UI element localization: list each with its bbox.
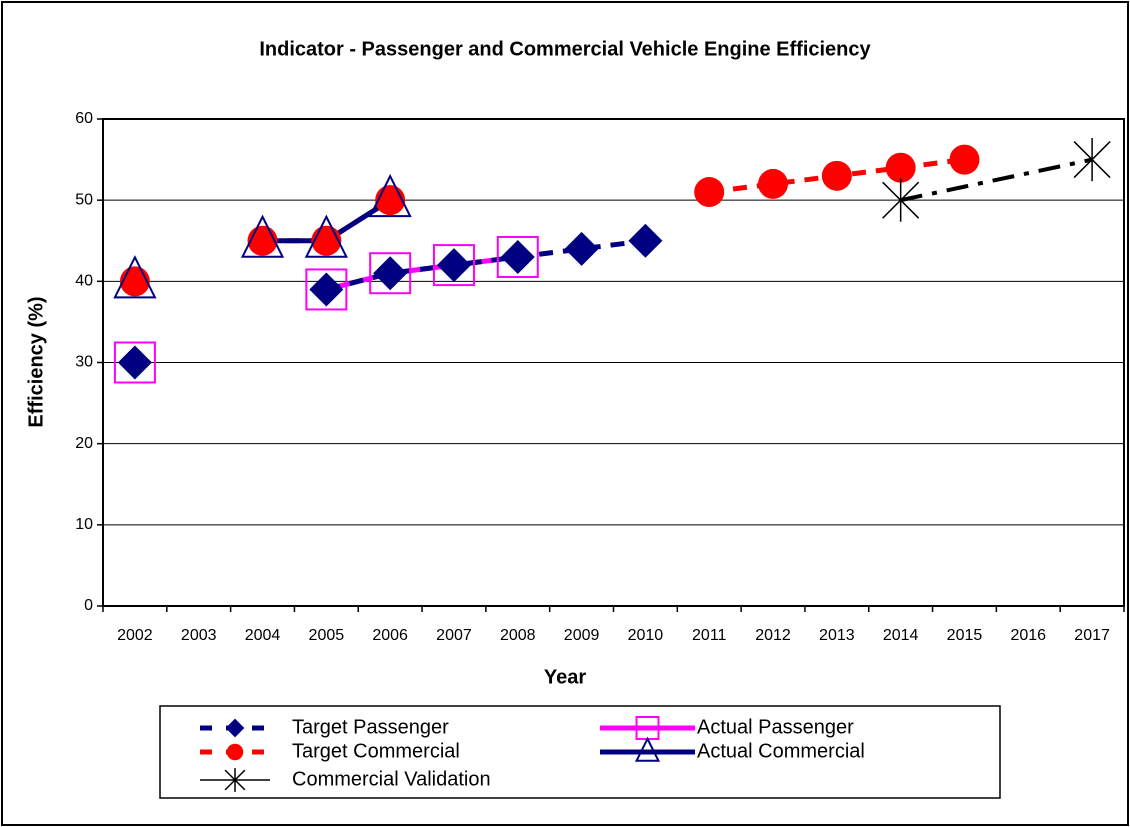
y-tick-label: 0: [84, 597, 93, 614]
marker: [305, 268, 348, 311]
x-tick-label: 2017: [1074, 627, 1110, 644]
marker: [496, 235, 539, 278]
legend-label: Target Commercial: [292, 740, 460, 762]
marker: [119, 266, 150, 297]
marker: [949, 144, 980, 175]
legend-item: Actual Commercial: [600, 736, 865, 762]
x-tick-label: 2014: [883, 627, 919, 644]
y-tick-label: 30: [75, 354, 93, 371]
legend-label: Actual Commercial: [697, 740, 865, 762]
x-tick-label: 2012: [755, 627, 791, 644]
marker: [240, 214, 285, 258]
marker: [113, 255, 157, 299]
marker: [225, 718, 245, 738]
marker: [304, 214, 348, 258]
x-tick-label: 2011: [692, 627, 727, 644]
marker: [694, 177, 725, 208]
marker: [432, 244, 475, 287]
y-tick-label: 10: [75, 516, 93, 533]
y-tick-label: 40: [75, 273, 93, 290]
x-tick-label: 2005: [309, 627, 345, 644]
marker: [821, 160, 852, 191]
plot-border: [102, 118, 1125, 607]
marker: [373, 256, 408, 291]
marker: [226, 743, 244, 761]
x-tick-label: 2008: [500, 627, 536, 644]
y-tick-label: 60: [75, 110, 93, 127]
marker: [634, 736, 661, 762]
x-tick-label: 2002: [117, 627, 153, 644]
x-tick-label: 2015: [947, 627, 983, 644]
marker: [368, 173, 412, 218]
x-tick-label: 2007: [436, 627, 472, 644]
marker: [885, 152, 916, 183]
marker: [1073, 137, 1111, 182]
marker: [436, 248, 471, 283]
marker: [500, 239, 535, 274]
marker: [375, 185, 406, 216]
legend: [159, 705, 1001, 799]
marker: [309, 272, 344, 307]
legend-item: Target Passenger: [200, 716, 449, 738]
x-axis-title: Year: [544, 666, 586, 688]
marker: [758, 168, 789, 199]
x-tick-label: 2006: [372, 627, 408, 644]
marker: [117, 345, 152, 380]
legend-item: Target Commercial: [200, 740, 460, 762]
legend-item: Actual Passenger: [600, 716, 854, 740]
marker: [564, 231, 599, 266]
x-tick-label: 2003: [181, 627, 217, 644]
marker: [311, 225, 342, 256]
marker: [369, 252, 412, 295]
x-tick-label: 2016: [1010, 627, 1046, 644]
marker: [113, 341, 156, 384]
y-tick-label: 20: [75, 435, 93, 452]
marker: [224, 768, 246, 792]
series-line: [900, 157, 1093, 203]
legend-item: Commercial Validation: [200, 768, 491, 792]
x-tick-label: 2013: [819, 627, 855, 644]
x-tick-label: 2004: [245, 627, 281, 644]
legend-label: Commercial Validation: [292, 768, 491, 790]
x-tick-label: 2009: [564, 627, 600, 644]
legend-label: Actual Passenger: [697, 716, 854, 738]
y-axis-title: Efficiency (%): [25, 296, 47, 427]
marker: [628, 223, 663, 258]
x-tick-label: 2010: [628, 627, 664, 644]
legend-label: Target Passenger: [292, 716, 449, 738]
marker: [882, 178, 920, 222]
chart-title: Indicator - Passenger and Commercial Veh…: [259, 38, 871, 60]
y-tick-label: 50: [75, 191, 93, 208]
marker: [247, 225, 278, 256]
